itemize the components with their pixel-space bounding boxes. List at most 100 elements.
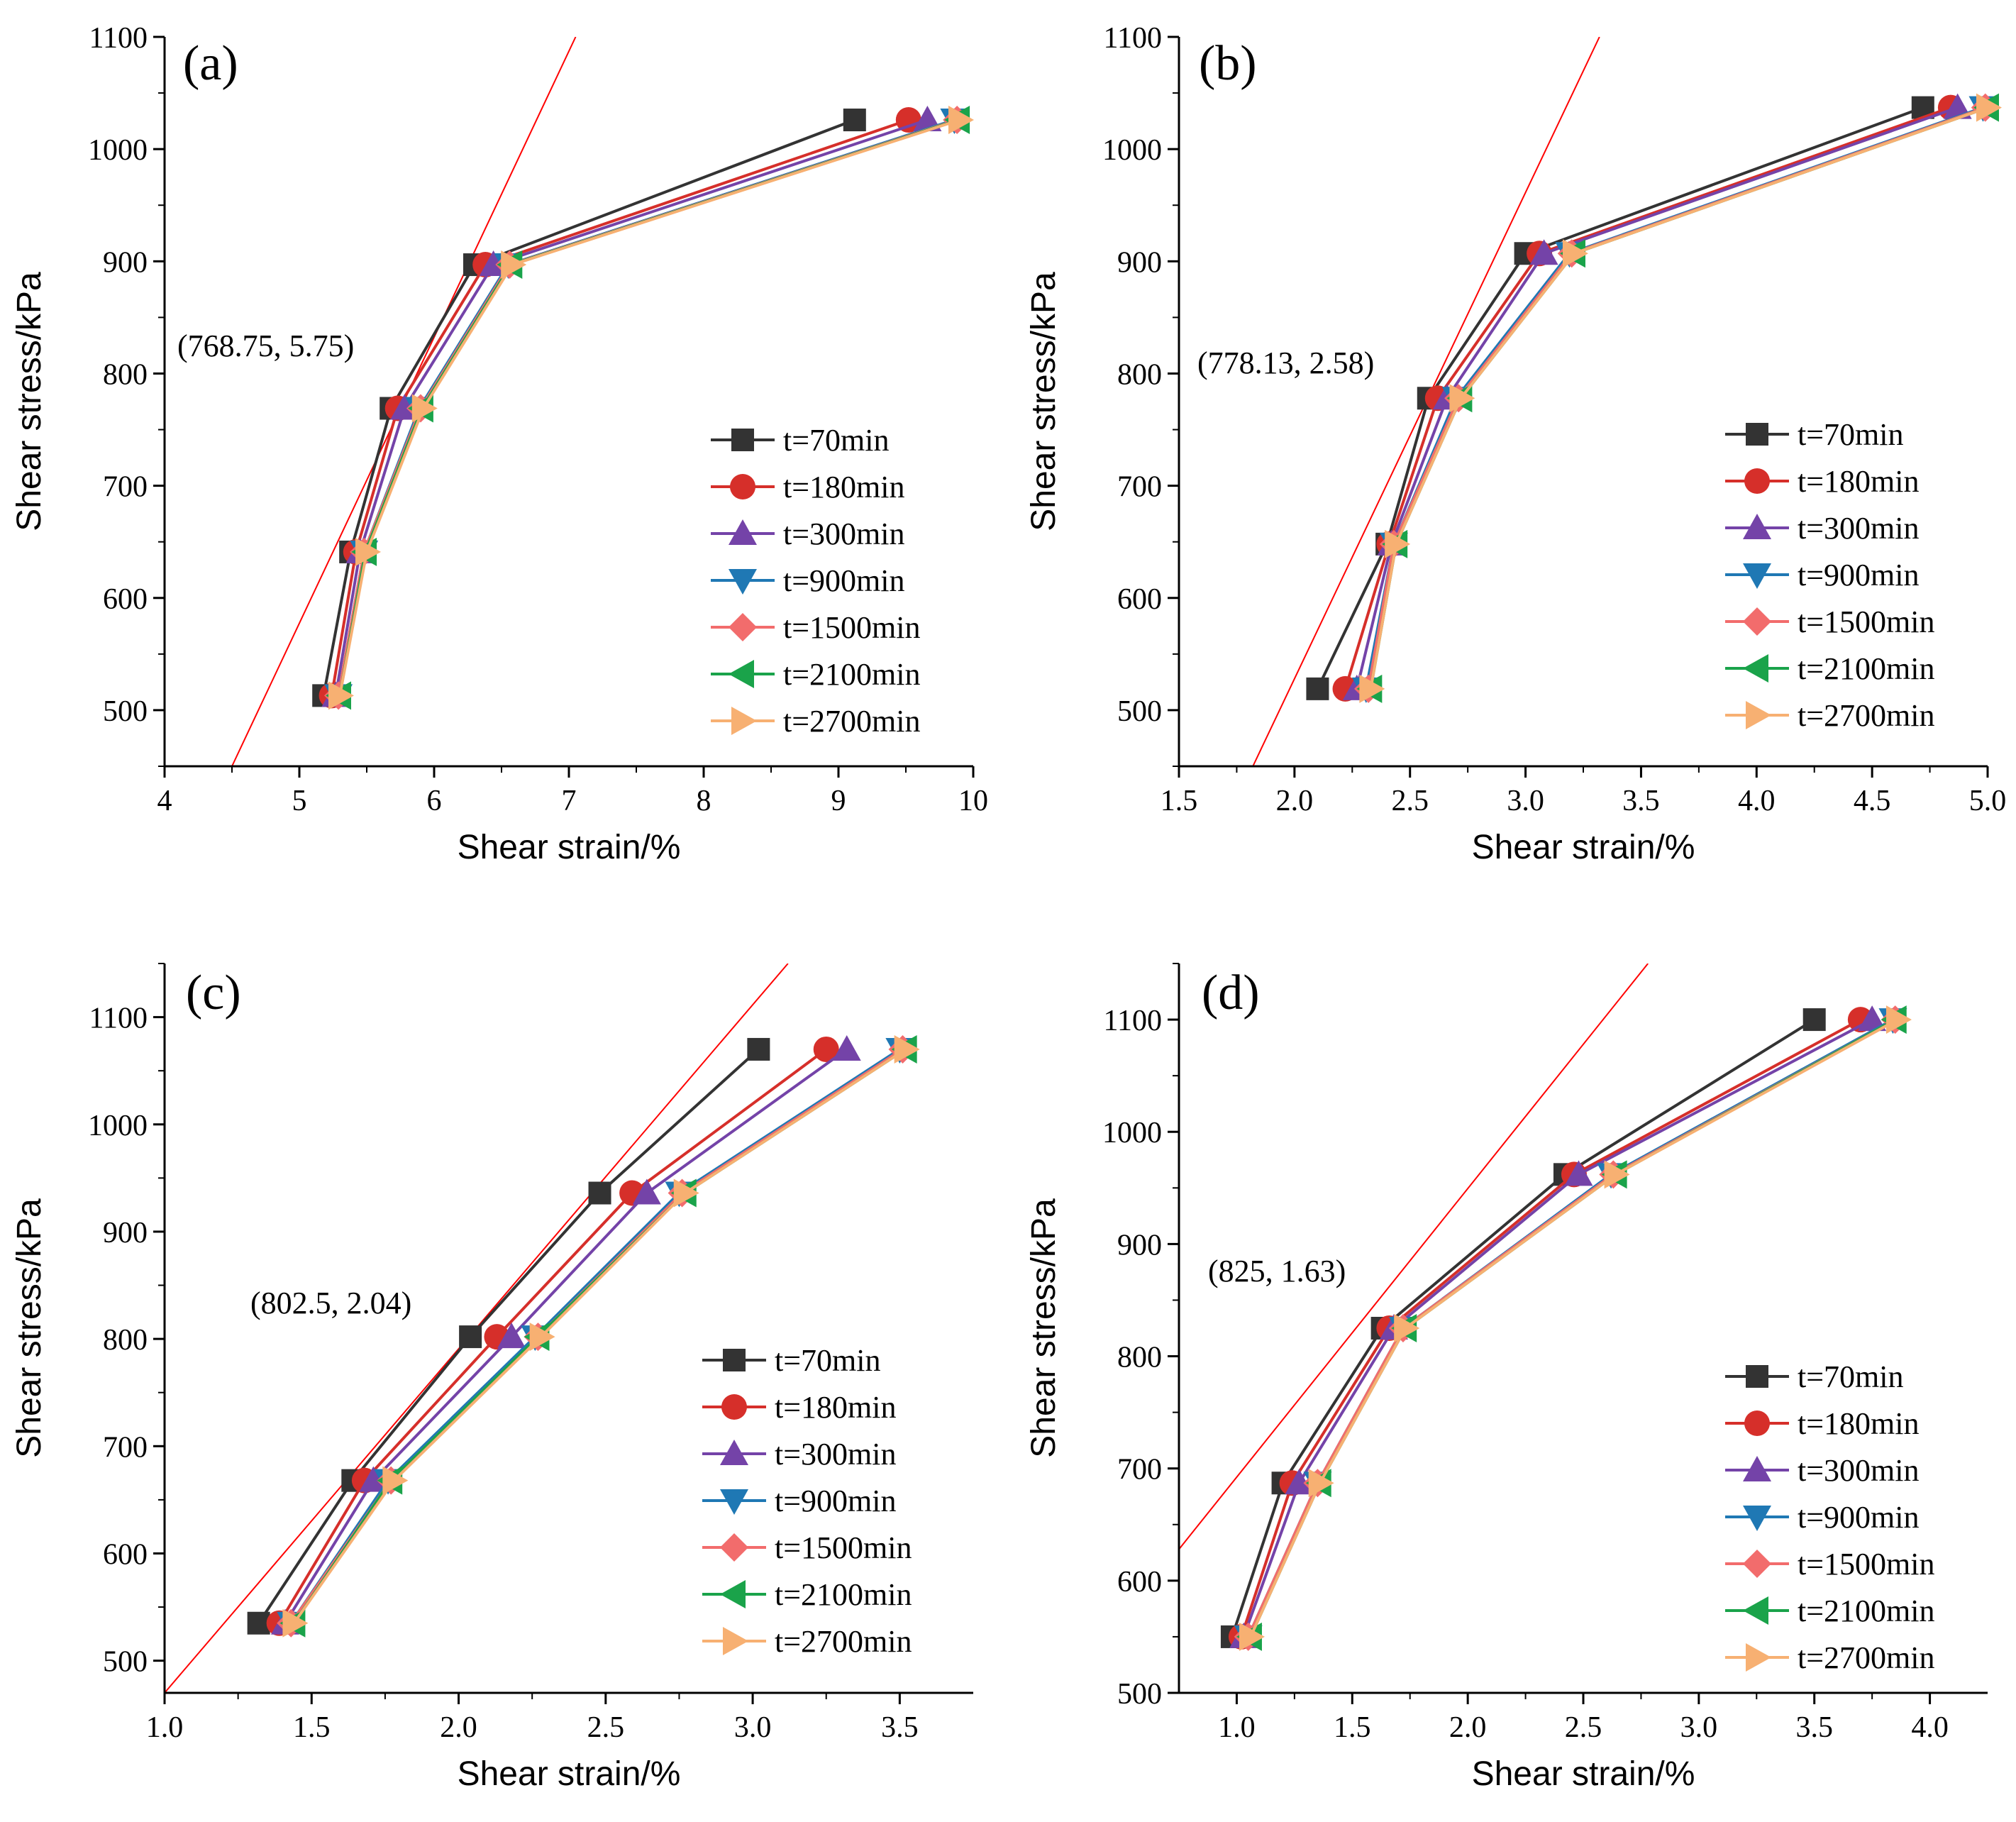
x-tick-label: 5.0	[1969, 785, 2007, 817]
legend-entry-label: t=2100min	[783, 657, 921, 692]
point-annotation: (825, 1.63)	[1208, 1254, 1346, 1288]
legend-marker-triangle-right-icon	[1746, 701, 1771, 729]
series-line-1	[1240, 1018, 1861, 1638]
y-tick-label: 500	[103, 1646, 148, 1679]
y-tick-label: 600	[1117, 1566, 1162, 1599]
data-point-triangle-up-icon	[359, 1466, 388, 1492]
data-point-square-icon	[1306, 677, 1329, 700]
legend: t=70min t=180min t=300min t=900min t=1500min…	[1725, 1359, 1935, 1675]
y-tick-label: 700	[1117, 1454, 1162, 1486]
legend-entry-label: t=2700min	[1798, 1640, 1935, 1675]
x-tick-label: 2.5	[1565, 1711, 1602, 1744]
y-tick-label: 1100	[1104, 1005, 1162, 1037]
legend-entry-label: t=180min	[775, 1390, 897, 1425]
y-tick-label: 1100	[1104, 22, 1162, 55]
point-annotation: (778.13, 2.58)	[1197, 346, 1374, 380]
x-tick-label: 8	[697, 785, 711, 817]
legend-entry-label: t=900min	[783, 563, 905, 598]
legend-marker-circle-icon	[730, 474, 755, 499]
data-point-triangle-up-icon	[497, 1323, 526, 1349]
chart-panel-2: 1.0 1.5 2.0 2.5 3.0 3.5 500 600 700 800 900 1000 110…	[11, 963, 973, 1793]
y-tick-label: 900	[103, 1217, 148, 1249]
legend: t=70min t=180min t=300min t=900min t=1500min…	[1725, 417, 1935, 733]
data-point-triangle-right-icon	[382, 1466, 409, 1495]
data-point-triangle-up-icon	[832, 1034, 861, 1061]
legend-entry-label: t=900min	[1798, 558, 1920, 592]
legend-entry-label: t=300min	[775, 1437, 897, 1472]
data-point-square-icon	[747, 1037, 770, 1061]
data-point-triangle-up-icon	[1285, 1469, 1314, 1495]
data-point-triangle-right-icon	[501, 250, 527, 280]
legend-entry-label: t=300min	[1798, 1453, 1920, 1488]
data-point-triangle-right-icon	[948, 106, 974, 135]
data-point-triangle-right-icon	[1359, 674, 1385, 703]
y-tick-label: 1000	[88, 134, 148, 167]
point-annotation: (768.75, 5.75)	[177, 328, 354, 363]
x-tick-label: 3.5	[881, 1711, 919, 1744]
y-tick-label: 1100	[89, 22, 148, 55]
data-point-triangle-right-icon	[894, 1034, 920, 1064]
legend-marker-triangle-down-icon	[720, 1489, 748, 1515]
x-tick-label: 2.0	[1276, 785, 1314, 817]
x-tick-label: 2.0	[440, 1711, 477, 1744]
legend-marker-diamond-icon	[720, 1533, 748, 1562]
x-tick-label: 4.0	[1738, 785, 1776, 817]
legend-entry-label: t=2700min	[1798, 698, 1935, 733]
data-point-circle-icon	[895, 107, 921, 133]
x-axis-label: Shear strain/%	[458, 1755, 681, 1793]
legend-entry-label: t=2100min	[1798, 1594, 1935, 1628]
data-point-triangle-right-icon	[1394, 1314, 1420, 1342]
x-axis-label: Shear strain/%	[1472, 1755, 1695, 1793]
legend-marker-triangle-right-icon	[1746, 1643, 1771, 1672]
legend-entry-label: t=180min	[783, 470, 905, 504]
panel-label: (a)	[183, 36, 238, 91]
x-tick-label: 3.5	[1795, 1711, 1833, 1744]
x-tick-label: 3.5	[1622, 785, 1660, 817]
data-point-triangle-right-icon	[1449, 384, 1475, 413]
legend-marker-circle-icon	[721, 1394, 747, 1420]
legend-marker-triangle-right-icon	[723, 1627, 748, 1655]
panel-label: (c)	[186, 966, 241, 1020]
x-tick-label: 2.5	[1391, 785, 1429, 817]
chart-panel-1: 1.5 2.0 2.5 3.0 3.5 4.0 4.5 5.0 500 600 700 800 900 1…	[1025, 22, 2006, 866]
series-line-6	[1249, 1018, 1898, 1638]
x-tick-label: 1.5	[1334, 1711, 1371, 1744]
x-tick-label: 3.0	[1680, 1711, 1718, 1744]
data-point-triangle-up-icon	[1858, 1005, 1887, 1032]
y-tick-label: 500	[1117, 695, 1162, 728]
legend-entry-label: t=70min	[1798, 417, 1904, 452]
legend-entry-label: t=2100min	[1798, 651, 1935, 686]
chart-panel-0: 4 5 6 7 8 9 10 500 600 700 800 900 1000 1100 Shear str…	[11, 22, 988, 866]
legend-marker-circle-icon	[1744, 1410, 1770, 1436]
legend-marker-triangle-left-icon	[1743, 654, 1768, 683]
y-tick-label: 1000	[1102, 134, 1162, 167]
y-tick-label: 600	[1117, 583, 1162, 616]
legend-marker-triangle-down-icon	[1743, 563, 1771, 589]
x-tick-label: 3.0	[1507, 785, 1544, 817]
y-tick-label: 700	[103, 471, 148, 504]
legend-entry-label: t=900min	[775, 1484, 897, 1518]
y-tick-label: 800	[103, 358, 148, 391]
x-tick-label: 1.5	[293, 1711, 331, 1744]
y-tick-label: 700	[1117, 471, 1162, 504]
series-line-2	[1242, 1018, 1873, 1638]
y-tick-label: 1000	[1102, 1117, 1162, 1149]
legend-entry-label: t=70min	[783, 423, 890, 458]
legend-marker-triangle-up-icon	[1743, 1456, 1771, 1481]
legend: t=70min t=180min t=300min t=900min t=1500min…	[702, 1343, 912, 1659]
x-tick-label: 10	[958, 785, 988, 817]
data-point-square-icon	[843, 109, 866, 132]
legend-entry-label: t=1500min	[775, 1530, 912, 1565]
data-point-triangle-right-icon	[1562, 239, 1588, 268]
y-tick-label: 1100	[89, 1003, 148, 1035]
x-tick-label: 1.0	[146, 1711, 184, 1744]
legend-marker-diamond-icon	[729, 613, 757, 641]
x-tick-label: 5	[292, 785, 307, 817]
x-tick-label: 6	[427, 785, 442, 817]
legend-marker-triangle-left-icon	[1743, 1596, 1768, 1625]
series-line-3	[1246, 1018, 1894, 1638]
legend-entry-label: t=1500min	[783, 610, 921, 645]
x-tick-label: 4.5	[1854, 785, 1891, 817]
series-line-2	[284, 1048, 848, 1624]
point-annotation: (802.5, 2.04)	[250, 1286, 411, 1320]
